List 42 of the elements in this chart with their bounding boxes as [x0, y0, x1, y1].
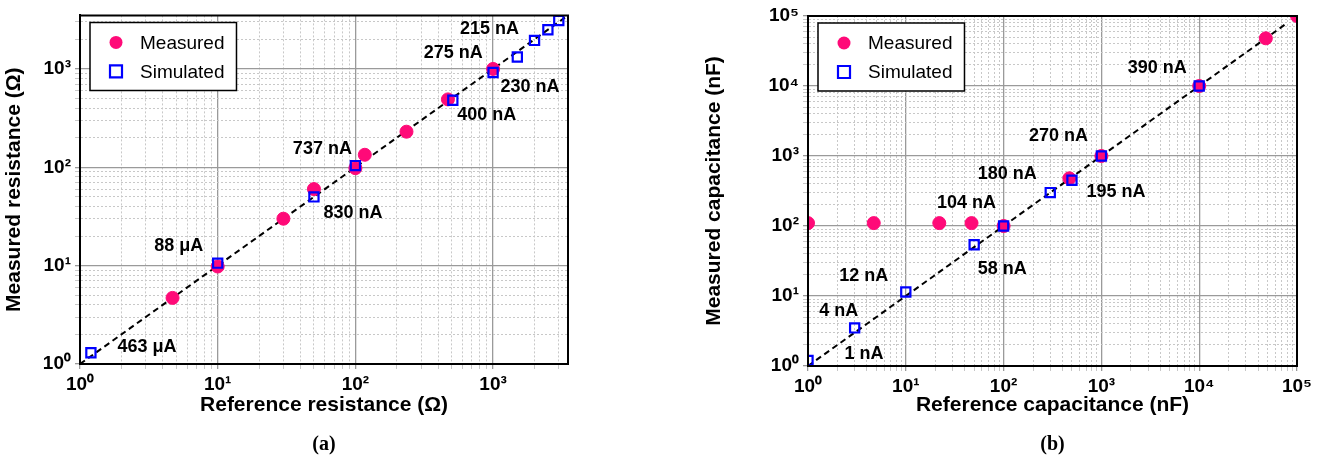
- annotation: 270 nA: [1028, 124, 1088, 145]
- x-tick-label: 10³: [479, 372, 507, 394]
- annotation: 195 nA: [1086, 181, 1146, 202]
- text: (a): [311, 432, 337, 455]
- annotation: 88 μA: [154, 235, 204, 256]
- annotation: 12 nA: [839, 264, 889, 285]
- y-tick-label: 10⁰: [42, 352, 71, 374]
- x-tick-label: 10⁵: [1281, 374, 1313, 396]
- y-tick-label: 10⁰: [770, 354, 799, 376]
- x-tick-label: 10²: [341, 372, 370, 394]
- annotation: 1 nA: [844, 343, 884, 364]
- annotation: 390 nA: [1127, 56, 1187, 77]
- legend-label: Simulated: [140, 60, 225, 82]
- annotation: 180 nA: [977, 162, 1037, 183]
- y-tick-label: 10⁵: [768, 4, 799, 26]
- y-tick-label: 10³: [771, 144, 799, 166]
- y-axis-title: Measured resistance (Ω): [1, 67, 25, 312]
- x-axis-title: Reference resistance (Ω): [200, 392, 448, 416]
- y-tick-label: 10²: [771, 214, 799, 236]
- legend-label: Measured: [140, 31, 225, 53]
- annotation: 4 nA: [819, 299, 859, 320]
- annotation: 737 nA: [292, 137, 352, 158]
- y-tick-label: 10¹: [771, 284, 799, 306]
- x-tick-label: 10⁰: [793, 374, 823, 396]
- y-axis-title: Measured capacitance (nF): [701, 56, 725, 326]
- annotation: 104 nA: [937, 191, 997, 212]
- annotation: 400 nA: [457, 104, 517, 125]
- y-tick-label: 10³: [43, 57, 71, 79]
- y-tick-label: 10¹: [43, 253, 71, 275]
- annotation: 463 μA: [117, 335, 177, 356]
- annotation: 215 nA: [460, 18, 520, 39]
- annotation: 230 nA: [500, 76, 560, 97]
- text: (b): [1039, 432, 1066, 455]
- x-tick-label: 10⁰: [65, 372, 95, 394]
- x-tick-label: 10¹: [203, 372, 232, 394]
- y-tick-label: 10⁴: [768, 74, 799, 96]
- legend-label: Simulated: [868, 61, 953, 83]
- legend-label: Measured: [868, 32, 953, 54]
- annotation: 275 nA: [423, 42, 483, 63]
- annotation: 830 nA: [323, 201, 383, 222]
- y-tick-label: 10²: [43, 155, 71, 177]
- annotation: 58 nA: [977, 257, 1027, 278]
